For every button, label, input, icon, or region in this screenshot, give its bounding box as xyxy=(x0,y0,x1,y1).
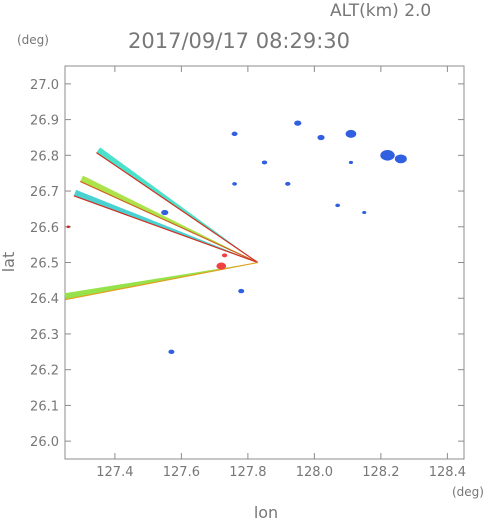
y-tick-label: 26.7 xyxy=(30,185,59,200)
radar-beam xyxy=(73,189,258,263)
radar-beam-edge xyxy=(73,195,259,264)
radar-beam-edge xyxy=(65,261,258,301)
x-axis-title: lon xyxy=(254,503,278,521)
radar-beam-edge xyxy=(79,180,259,264)
x-tick-label: 127.8 xyxy=(229,465,266,480)
y-tick-label: 26.6 xyxy=(30,221,59,236)
y-tick-label: 26.3 xyxy=(30,328,59,343)
x-tick-label: 128.4 xyxy=(429,465,466,480)
echo-point xyxy=(221,253,228,258)
echo-point xyxy=(394,154,407,164)
echo-point xyxy=(261,160,268,165)
echo-point xyxy=(380,150,395,161)
echo-point xyxy=(161,209,169,216)
echo-point xyxy=(231,131,238,137)
echo-point xyxy=(232,182,237,186)
plot-frame xyxy=(64,65,465,460)
x-unit-label: (deg) xyxy=(452,485,484,499)
y-unit-label: (deg) xyxy=(17,33,49,47)
echo-marks xyxy=(64,120,407,355)
timestamp-title: 2017/09/17 08:29:30 xyxy=(128,29,350,53)
x-tick-label: 128.0 xyxy=(296,465,333,480)
y-tick-label: 26.0 xyxy=(30,435,59,450)
echo-point xyxy=(345,129,357,138)
radar-beam-edge xyxy=(96,152,259,263)
y-tick-label: 26.2 xyxy=(30,364,59,379)
echo-point xyxy=(317,134,325,141)
y-tick-label: 26.1 xyxy=(30,399,59,414)
y-tick-label: 27.0 xyxy=(30,78,59,93)
echo-point xyxy=(348,160,354,165)
x-tick-label: 127.4 xyxy=(96,465,133,480)
y-tick-label: 26.4 xyxy=(30,292,59,307)
radar-beam xyxy=(96,147,258,263)
axis-ticks: 127.4 127.6 127.8 128.0 128.2 128.4 27.0 26.9 26… xyxy=(30,66,466,480)
echo-point xyxy=(285,181,291,186)
altitude-label: ALT(km) 2.0 xyxy=(330,1,431,21)
echo-point xyxy=(294,120,302,126)
y-axis-title: lat xyxy=(0,252,18,273)
x-tick-label: 127.6 xyxy=(163,465,200,480)
y-tick-label: 26.9 xyxy=(30,114,59,129)
x-tick-label: 128.2 xyxy=(362,465,399,480)
echo-point xyxy=(168,349,175,355)
echo-point xyxy=(362,210,367,215)
y-tick-label: 26.8 xyxy=(30,149,59,164)
echo-point xyxy=(216,262,227,270)
echo-point xyxy=(238,288,245,294)
echo-point xyxy=(335,203,341,208)
echo-point xyxy=(66,225,71,229)
y-tick-label: 26.5 xyxy=(30,257,59,272)
radar-beam xyxy=(80,175,258,263)
